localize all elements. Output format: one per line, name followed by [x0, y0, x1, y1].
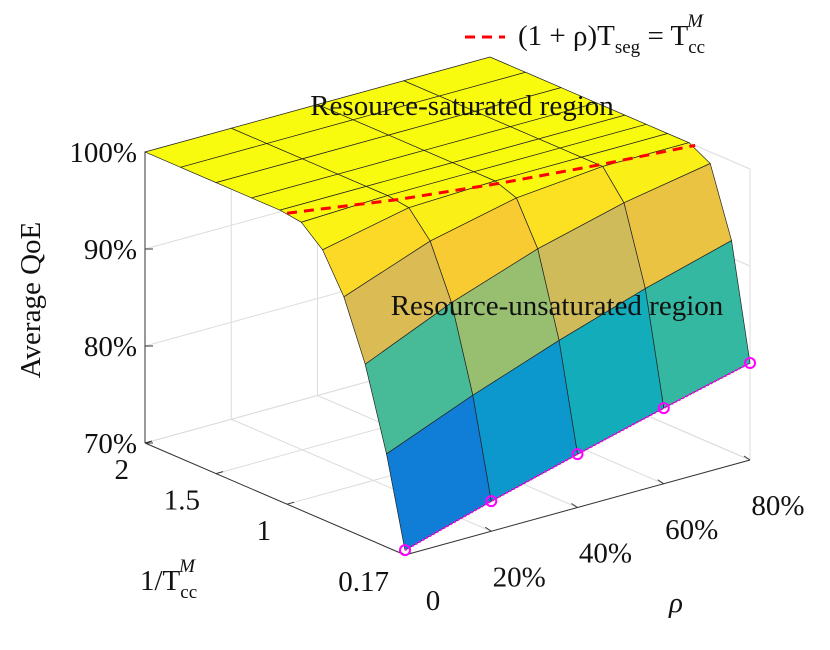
- y-tick-label: 1.5: [164, 485, 200, 517]
- edge-marker: [744, 357, 756, 369]
- x-tick: [484, 526, 492, 532]
- y-label-sub: cc: [180, 582, 197, 603]
- y-axis: [144, 442, 406, 556]
- x-tick: [571, 503, 578, 508]
- legend-sup2: M: [686, 11, 704, 32]
- y-axis-label: 1/Tcc M: [140, 556, 197, 603]
- y-tick: [286, 501, 295, 505]
- surface-patch: [386, 394, 492, 551]
- edge-marker: [571, 448, 584, 461]
- x-tick-label: 0: [426, 585, 441, 617]
- edge-marker: [657, 402, 670, 415]
- y-tick: [144, 440, 153, 444]
- x-tick-label: 20%: [493, 561, 546, 593]
- y-tick-label: 2: [115, 454, 130, 486]
- z-tick-label: 70%: [84, 428, 137, 460]
- y-tick: [215, 471, 224, 475]
- x-tick-label: 60%: [665, 514, 718, 546]
- z-tick-label: 100%: [69, 137, 137, 169]
- z-axis-label: Average QoE: [15, 222, 47, 378]
- legend-b: = T: [640, 20, 688, 52]
- x-tick-label: 80%: [751, 490, 804, 522]
- annotation: Resource-saturated region: [310, 90, 614, 122]
- x-tick: [657, 479, 665, 485]
- surface: [143, 56, 751, 551]
- legend-label: (1 + ρ)Tseg = Tcc M: [518, 11, 705, 58]
- overlay: [286, 143, 756, 557]
- y-label-sup: M: [178, 556, 196, 577]
- z-tick-label: 90%: [84, 234, 137, 266]
- annotation: Resource-unsaturated region: [391, 290, 724, 322]
- boundary-line: [286, 143, 696, 215]
- y-tick-label: 1: [257, 515, 272, 547]
- y-tick-label: 0.17: [338, 566, 389, 598]
- x-axis-label: ρ: [668, 587, 683, 619]
- z-tick-label: 80%: [84, 331, 137, 363]
- y-label-main: 1/T: [140, 565, 181, 597]
- legend-sub2: cc: [688, 37, 705, 58]
- edge-line: [404, 362, 751, 552]
- x-tick-label: 40%: [579, 538, 632, 570]
- x-tick: [743, 455, 751, 461]
- legend-sub1: seg: [615, 37, 641, 58]
- edge-marker: [399, 544, 411, 557]
- edge-marker: [485, 495, 498, 508]
- legend-a: (1 + ρ)T: [518, 20, 615, 52]
